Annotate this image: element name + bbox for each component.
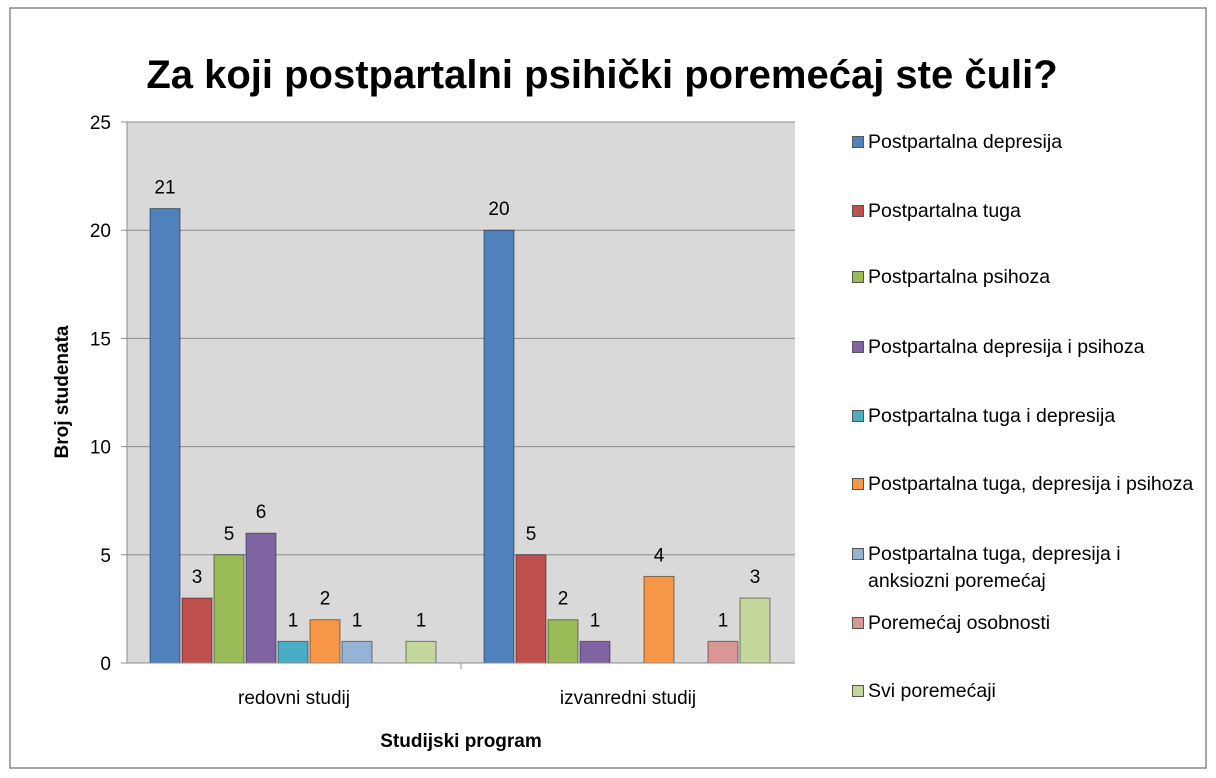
legend-label: Postpartalna depresija i psihoza — [868, 336, 1145, 358]
bar — [515, 554, 547, 664]
y-tick-label: 10 — [90, 438, 111, 459]
legend-swatch — [852, 478, 864, 490]
y-tick-label: 20 — [90, 221, 111, 242]
legend-item: Postpartalna tuga, depresija i psihoza — [852, 471, 1202, 498]
y-tick-label: 0 — [100, 654, 111, 675]
bar — [149, 208, 181, 664]
bar — [739, 597, 771, 664]
bar — [341, 640, 373, 664]
bar — [579, 640, 611, 664]
legend-label: Postpartalna tuga, depresija i anksiozni… — [868, 543, 1121, 592]
chart-title: Za koji postpartalni psihički poremećaj … — [146, 53, 1057, 97]
legend-swatch — [852, 548, 864, 560]
bar — [277, 640, 309, 664]
data-label: 21 — [154, 178, 175, 199]
data-label: 5 — [526, 524, 537, 545]
legend-label: Postpartalna tuga, depresija i psihoza — [868, 473, 1194, 495]
data-label: 1 — [718, 610, 729, 631]
bar — [643, 575, 675, 664]
data-label: 1 — [352, 610, 363, 631]
legend-label: Postpartalna tuga — [868, 200, 1021, 222]
bar — [309, 619, 341, 664]
bar — [405, 640, 437, 664]
legend-swatch — [852, 205, 864, 217]
bar — [181, 597, 213, 664]
y-tick-label: 5 — [100, 546, 111, 567]
y-tick-label: 25 — [90, 113, 111, 134]
data-label: 4 — [654, 545, 665, 566]
x-tick-label: redovni studij — [238, 688, 350, 709]
data-label: 3 — [192, 567, 203, 588]
legend-label: Svi poremećaji — [868, 680, 996, 702]
y-axis-label: Broj studenata — [52, 325, 73, 458]
data-label: 1 — [416, 610, 427, 631]
bar — [245, 532, 277, 664]
legend-item: Postpartalna depresija i psihoza — [852, 334, 1202, 361]
legend-label: Postpartalna depresija — [868, 131, 1063, 153]
legend-swatch — [852, 341, 864, 353]
data-label: 5 — [224, 524, 235, 545]
data-label: 2 — [558, 589, 569, 610]
data-label: 1 — [288, 610, 299, 631]
legend-label: Poremećaj osobnosti — [868, 612, 1051, 634]
data-label: 1 — [590, 610, 601, 631]
bar — [547, 619, 579, 664]
data-label: 3 — [750, 567, 761, 588]
legend-swatch — [852, 271, 864, 283]
legend-item: Svi poremećaji — [852, 678, 1202, 705]
legend-item: Postpartalna depresija — [852, 129, 1202, 156]
bar — [213, 554, 245, 664]
data-label: 2 — [320, 589, 331, 610]
legend-swatch — [852, 685, 864, 697]
y-tick-label: 15 — [90, 329, 111, 350]
legend-swatch — [852, 410, 864, 422]
legend-item: Postpartalna tuga, depresija i anksiozni… — [852, 541, 1202, 595]
data-label: 6 — [256, 502, 267, 523]
legend-swatch — [852, 617, 864, 629]
data-label: 20 — [488, 199, 509, 220]
legend-swatch — [852, 136, 864, 148]
x-tick-label: izvanredni studij — [560, 688, 696, 709]
legend-item: Poremećaj osobnosti — [852, 610, 1202, 637]
bar — [483, 229, 515, 664]
legend-label: Postpartalna psihoza — [868, 266, 1051, 288]
legend-item: Postpartalna psihoza — [852, 264, 1202, 291]
legend-item: Postpartalna tuga i depresija — [852, 403, 1202, 430]
legend-label: Postpartalna tuga i depresija — [868, 405, 1116, 427]
legend-item: Postpartalna tuga — [852, 198, 1202, 225]
bar — [707, 640, 739, 664]
x-axis-label: Studijski program — [380, 731, 542, 752]
